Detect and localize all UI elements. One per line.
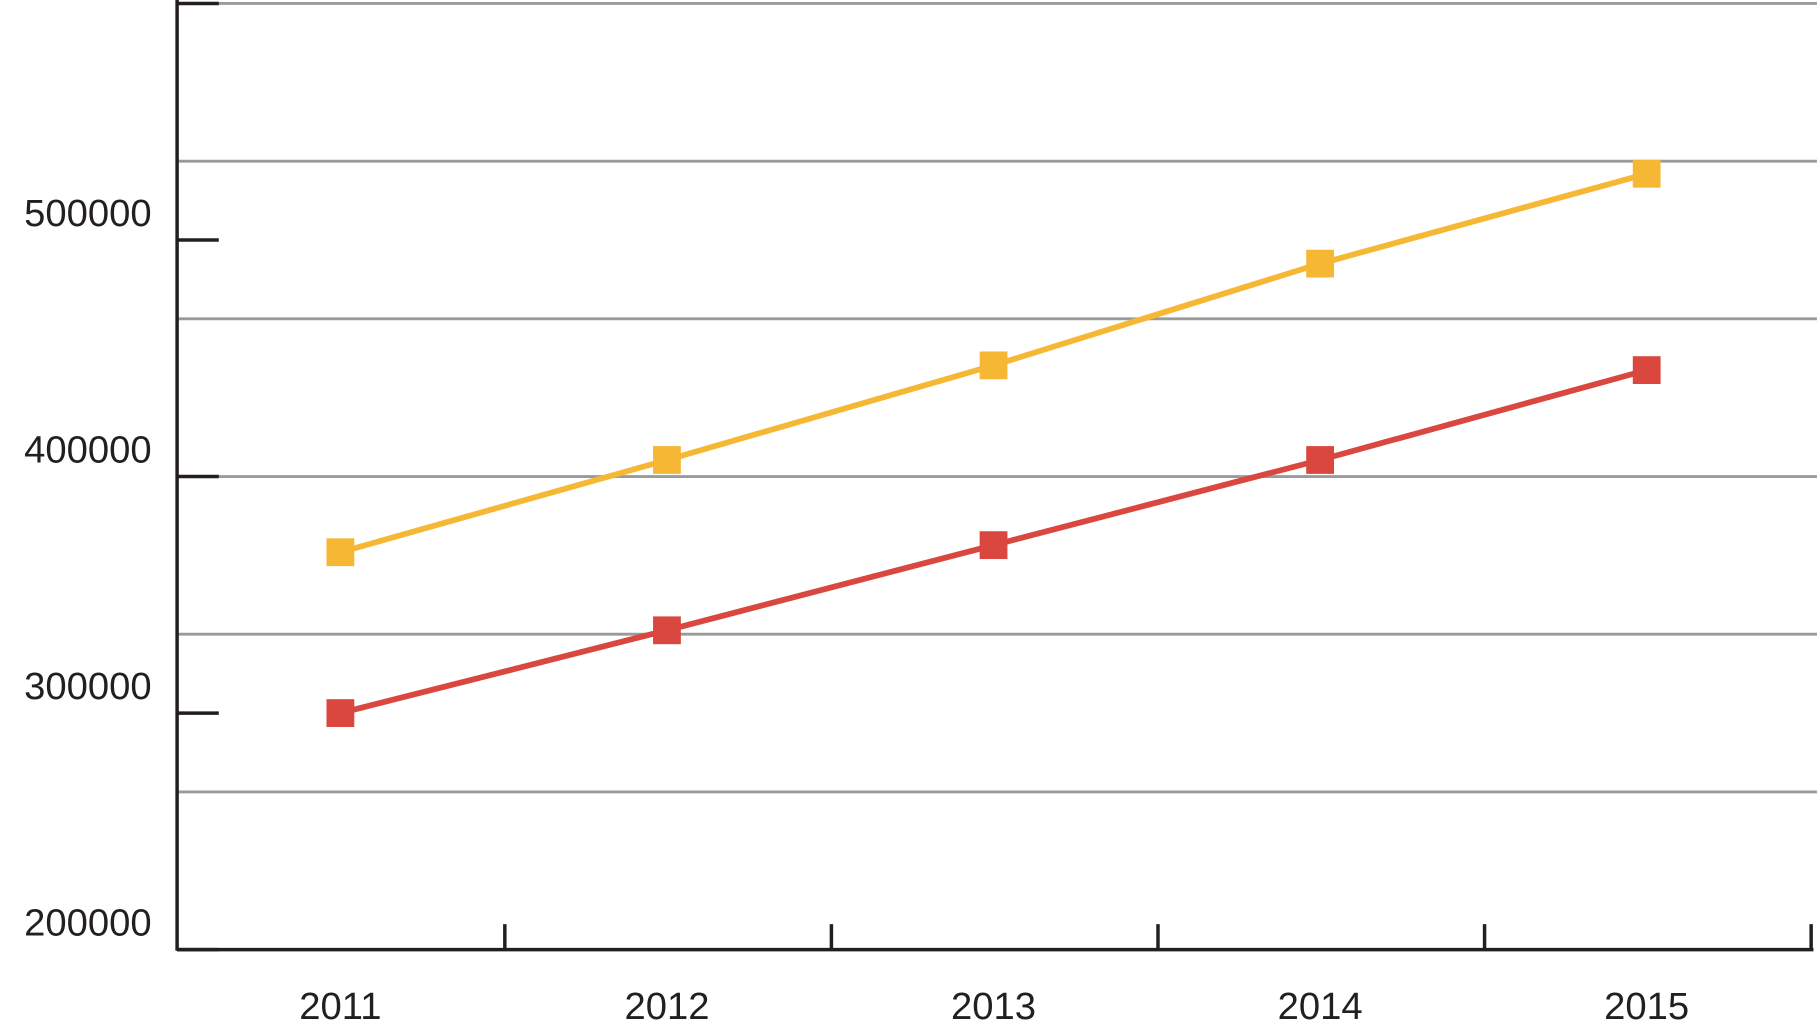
y-tick-label: 400000 [24, 429, 151, 472]
x-tick-label: 2013 [951, 985, 1036, 1028]
marker [979, 351, 1008, 380]
marker [1306, 249, 1335, 278]
x-tick-label: 2012 [624, 985, 709, 1028]
marker [1632, 159, 1661, 188]
marker [326, 538, 355, 567]
x-tick-label: 2015 [1604, 985, 1689, 1028]
marker [1306, 446, 1335, 474]
grid [177, 2, 1817, 794]
marker [979, 531, 1008, 560]
x-tick-label: 2014 [1278, 985, 1363, 1028]
y-tick-label: 300000 [24, 665, 151, 708]
x-tick-label: 2011 [299, 985, 381, 1028]
y-tick-label: 200000 [24, 902, 151, 945]
y-tick-label: 500000 [24, 192, 151, 235]
marker [653, 616, 681, 645]
marker [653, 446, 681, 474]
plot [326, 159, 1661, 727]
marker [1632, 356, 1661, 385]
marker [326, 699, 355, 727]
